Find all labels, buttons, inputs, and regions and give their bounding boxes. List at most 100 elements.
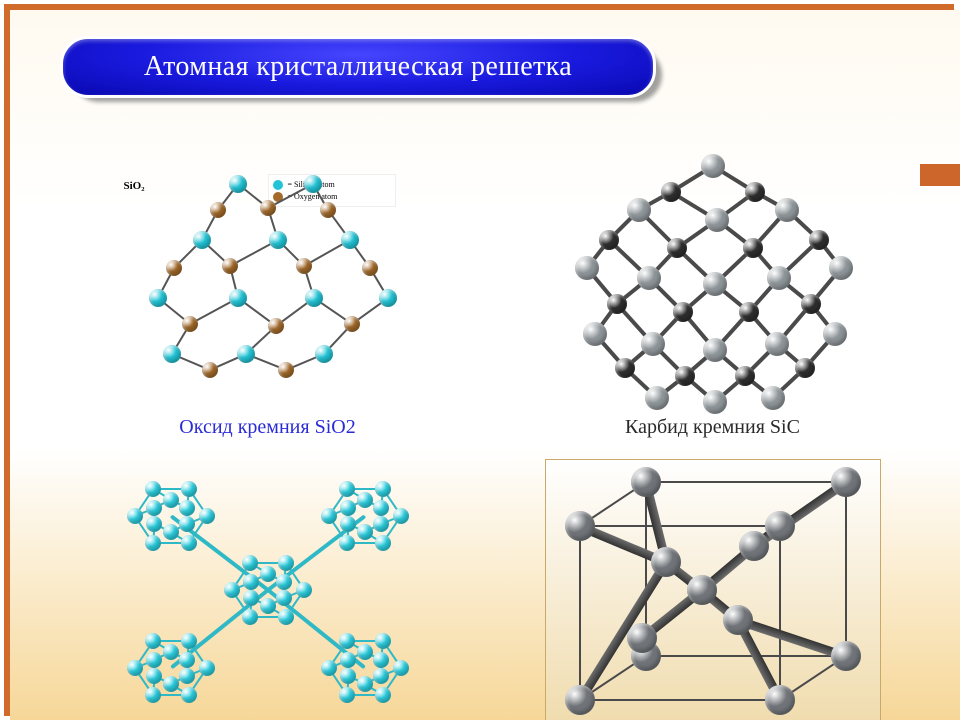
cube-edge: [580, 525, 780, 527]
atom: [723, 605, 753, 635]
atom: [242, 555, 258, 571]
atom: [795, 358, 815, 378]
atom: [296, 582, 312, 598]
atom: [765, 685, 795, 715]
atom: [340, 516, 356, 532]
atom: [224, 582, 240, 598]
atom: [375, 633, 391, 649]
atom: [210, 202, 226, 218]
atom: [229, 289, 247, 307]
canvas-sio2: SiO₂ = Silicon atom = Oxygen atom: [118, 170, 418, 390]
atom: [583, 322, 607, 346]
atom: [305, 289, 323, 307]
atom: [146, 668, 162, 684]
atom: [340, 500, 356, 516]
atom: [373, 516, 389, 532]
atom: [339, 633, 355, 649]
canvas-bor: [101, 460, 435, 720]
atom: [703, 272, 727, 296]
atom: [637, 266, 661, 290]
atom: [145, 481, 161, 497]
atom: [745, 182, 765, 202]
cube-edge: [580, 699, 780, 701]
atom: [182, 316, 198, 332]
cube-edge: [646, 481, 846, 483]
atom: [565, 685, 595, 715]
atom: [375, 687, 391, 703]
atom: [127, 660, 143, 676]
cube-edge: [779, 526, 781, 700]
atom: [304, 175, 322, 193]
title-text: Атомная кристаллическая решетка: [144, 51, 572, 83]
atom: [809, 230, 829, 250]
atom: [393, 508, 409, 524]
atom: [357, 676, 373, 692]
atom: [145, 535, 161, 551]
atom: [767, 266, 791, 290]
cube-edge: [646, 655, 846, 657]
atom: [339, 535, 355, 551]
atom: [375, 481, 391, 497]
figure-bor: [60, 459, 475, 720]
atom: [321, 660, 337, 676]
atom: [631, 467, 661, 497]
atom: [163, 492, 179, 508]
atom: [315, 345, 333, 363]
atom: [743, 238, 763, 258]
atom: [651, 547, 681, 577]
atom: [222, 258, 238, 274]
atom: [179, 516, 195, 532]
atom: [627, 198, 651, 222]
title-pill: Атомная кристаллическая решетка: [60, 36, 656, 98]
atom: [565, 511, 595, 541]
atom: [599, 230, 619, 250]
caption-sic: Карбид кремния SiC: [625, 410, 800, 449]
legend-row-si: = Silicon atom: [273, 179, 391, 190]
atom: [202, 362, 218, 378]
atom: [199, 660, 215, 676]
atom: [146, 516, 162, 532]
atom: [145, 687, 161, 703]
caption-sio2: Оксид кремния SiO2: [179, 410, 355, 449]
atom: [146, 652, 162, 668]
diagram-grid: SiO₂ = Silicon atom = Oxygen atom Оксид …: [60, 150, 920, 696]
atom: [393, 660, 409, 676]
atom: [379, 289, 397, 307]
atom: [243, 590, 259, 606]
atom: [627, 623, 657, 653]
atom: [687, 575, 717, 605]
atom: [163, 345, 181, 363]
atom: [831, 467, 861, 497]
atom: [357, 644, 373, 660]
atom: [701, 154, 725, 178]
atom: [145, 633, 161, 649]
atom: [705, 208, 729, 232]
atom: [739, 302, 759, 322]
atom: [260, 598, 276, 614]
atom: [765, 511, 795, 541]
title-bar: Атомная кристаллическая решетка: [60, 36, 656, 98]
atom: [146, 500, 162, 516]
atom: [179, 500, 195, 516]
atom: [278, 555, 294, 571]
atom: [357, 492, 373, 508]
atom: [341, 231, 359, 249]
atom: [181, 633, 197, 649]
atom: [703, 338, 727, 362]
atom: [321, 508, 337, 524]
atom: [641, 332, 665, 356]
atom: [823, 322, 847, 346]
atom: [166, 260, 182, 276]
atom: [243, 574, 259, 590]
atom: [344, 316, 360, 332]
atom: [278, 609, 294, 625]
atom: [607, 294, 627, 314]
atom: [673, 302, 693, 322]
atom: [739, 531, 769, 561]
atom: [260, 566, 276, 582]
atom: [575, 256, 599, 280]
cell-sio2: SiO₂ = Silicon atom = Oxygen atom Оксид …: [60, 150, 475, 449]
atom: [661, 182, 681, 202]
atom: [229, 175, 247, 193]
atom: [775, 198, 799, 222]
